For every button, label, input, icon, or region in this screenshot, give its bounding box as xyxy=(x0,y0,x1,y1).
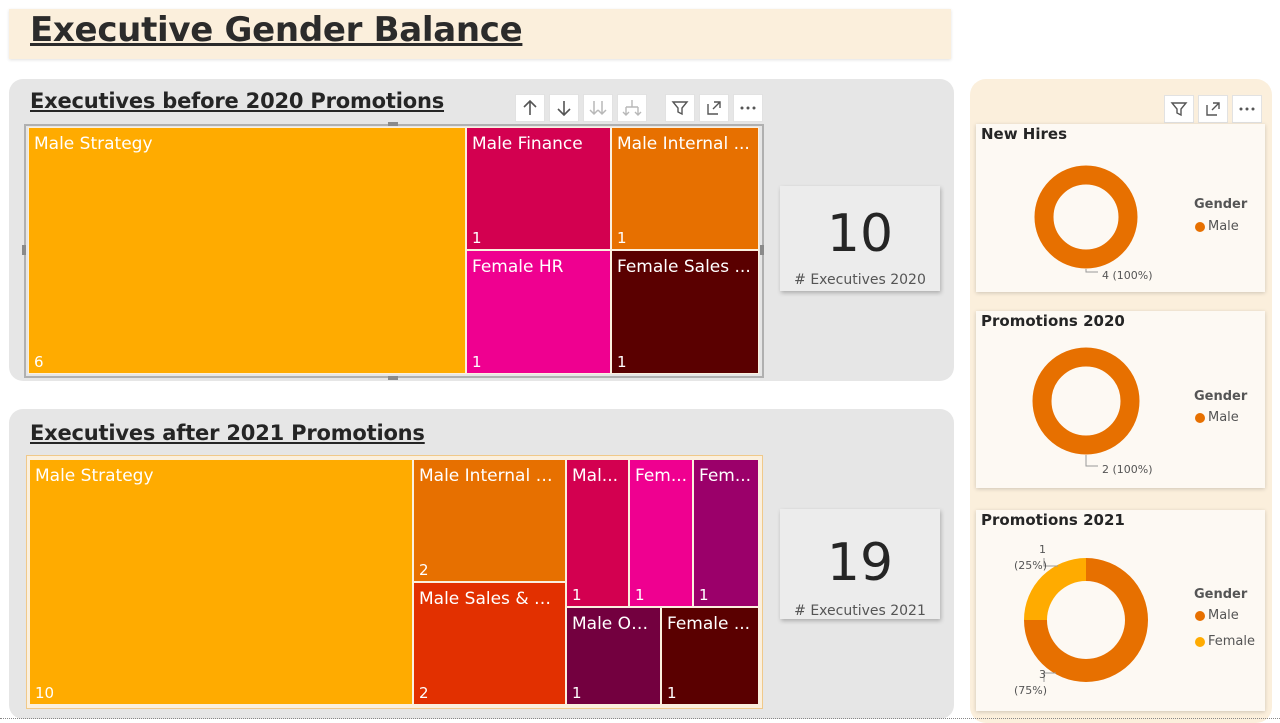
treemap-tile[interactable]: Fem... 1 xyxy=(693,459,759,607)
treemap-tile[interactable]: Female Sales ... 1 xyxy=(611,250,759,374)
data-label-male-pct: (75%) xyxy=(1014,684,1048,697)
focus-mode-icon[interactable] xyxy=(699,94,729,122)
data-label-leader xyxy=(1085,455,1098,467)
treemap-tile[interactable]: Mal... 1 xyxy=(566,459,629,607)
visual-toolbar-right xyxy=(1164,95,1264,123)
visual-toolbar xyxy=(515,94,765,124)
donut-chart xyxy=(1024,558,1148,682)
treemap-tile[interactable]: Male Internal S... 2 xyxy=(413,459,566,582)
arrow-down-icon[interactable] xyxy=(549,94,579,122)
donut-chart xyxy=(1034,165,1138,273)
donut-title: Promotions 2021 xyxy=(981,511,1125,529)
kpi-card-2020: 10 # Executives 2020 xyxy=(780,186,940,291)
data-label-female-pct: (25%) xyxy=(1014,559,1048,572)
donut-title: Promotions 2020 xyxy=(981,312,1125,330)
female-dot-icon xyxy=(1195,636,1205,647)
donut-slice-male[interactable] xyxy=(1032,347,1140,455)
more-options-icon[interactable] xyxy=(1232,95,1262,123)
legend-item-male[interactable]: Male xyxy=(1195,608,1239,623)
data-label: 2 (100%) xyxy=(1102,463,1153,476)
double-arrow-down-icon[interactable] xyxy=(583,94,613,122)
more-options-icon[interactable] xyxy=(733,94,763,122)
data-label-female-count: 1 xyxy=(1039,543,1046,556)
legend-item-female[interactable]: Female xyxy=(1195,634,1255,649)
focus-mode-icon[interactable] xyxy=(1198,95,1228,123)
legend-title: Gender xyxy=(1194,587,1248,602)
treemap-tile[interactable]: Female HR 1 xyxy=(466,250,611,374)
resize-handle[interactable] xyxy=(388,122,398,126)
legend-title: Gender xyxy=(1194,389,1248,404)
male-dot-icon xyxy=(1195,221,1205,232)
donut-promotions-2021[interactable]: Promotions 2021 1 (25%) 3 (75%) Gender M… xyxy=(976,510,1265,711)
filter-icon[interactable] xyxy=(665,94,695,122)
treemap-tile[interactable]: Male Internal ... 1 xyxy=(611,127,759,250)
data-label-leader xyxy=(1043,558,1058,567)
title-banner xyxy=(9,9,951,59)
donut-new-hires[interactable]: New Hires 4 (100%) Gender Male xyxy=(976,124,1265,292)
treemap-tile[interactable]: Fem... 1 xyxy=(629,459,693,607)
treemap-tile[interactable]: Female ... 1 xyxy=(661,607,759,705)
legend-item-male[interactable]: Male xyxy=(1195,219,1239,234)
page-title: Executive Gender Balance xyxy=(30,10,523,50)
resize-handle[interactable] xyxy=(760,245,764,255)
panel-2020-title: Executives before 2020 Promotions xyxy=(30,89,445,113)
treemap-2020[interactable]: Male Strategy 6 Male Finance 1 Male Inte… xyxy=(28,127,759,374)
kpi-value: 10 xyxy=(826,204,894,264)
expand-hierarchy-icon[interactable] xyxy=(617,94,647,122)
donut-promotions-2020[interactable]: Promotions 2020 2 (100%) Gender Male xyxy=(976,311,1265,488)
panel-2021-title: Executives after 2021 Promotions xyxy=(30,421,425,445)
resize-handle[interactable] xyxy=(22,245,26,255)
legend-item-male[interactable]: Male xyxy=(1195,410,1239,425)
donut-slice-female[interactable] xyxy=(1024,558,1086,620)
donut-slice-male[interactable] xyxy=(1024,558,1148,682)
kpi-caption: # Executives 2020 xyxy=(794,272,926,288)
kpi-value: 19 xyxy=(826,533,894,593)
donut-slice-male[interactable] xyxy=(1034,165,1138,269)
data-label-leader xyxy=(1085,269,1098,273)
male-dot-icon xyxy=(1195,610,1205,621)
treemap-tile[interactable]: Male Sales & M... 2 xyxy=(413,582,566,705)
data-label-leader xyxy=(1043,672,1056,682)
male-dot-icon xyxy=(1195,412,1205,423)
arrow-up-icon[interactable] xyxy=(515,94,545,122)
treemap-2021[interactable]: Male Strategy 10 Male Internal S... 2 Ma… xyxy=(26,455,763,709)
data-label-male-count: 3 xyxy=(1039,668,1046,681)
treemap-tile[interactable]: Male Strategy 6 xyxy=(28,127,466,374)
page-bottom-edge xyxy=(0,718,1280,719)
filter-icon[interactable] xyxy=(1164,95,1194,123)
treemap-tile[interactable]: Male Strategy 10 xyxy=(29,459,413,705)
legend-title: Gender xyxy=(1194,197,1248,212)
kpi-card-2021: 19 # Executives 2021 xyxy=(780,509,940,619)
treemap-tile[interactable]: Male Finance 1 xyxy=(466,127,611,250)
donut-title: New Hires xyxy=(981,125,1068,143)
kpi-caption: # Executives 2021 xyxy=(794,603,926,619)
resize-handle[interactable] xyxy=(388,376,398,380)
donut-chart xyxy=(1032,347,1140,467)
data-label: 4 (100%) xyxy=(1102,269,1153,282)
treemap-tile[interactable]: Male Op... 1 xyxy=(566,607,661,705)
